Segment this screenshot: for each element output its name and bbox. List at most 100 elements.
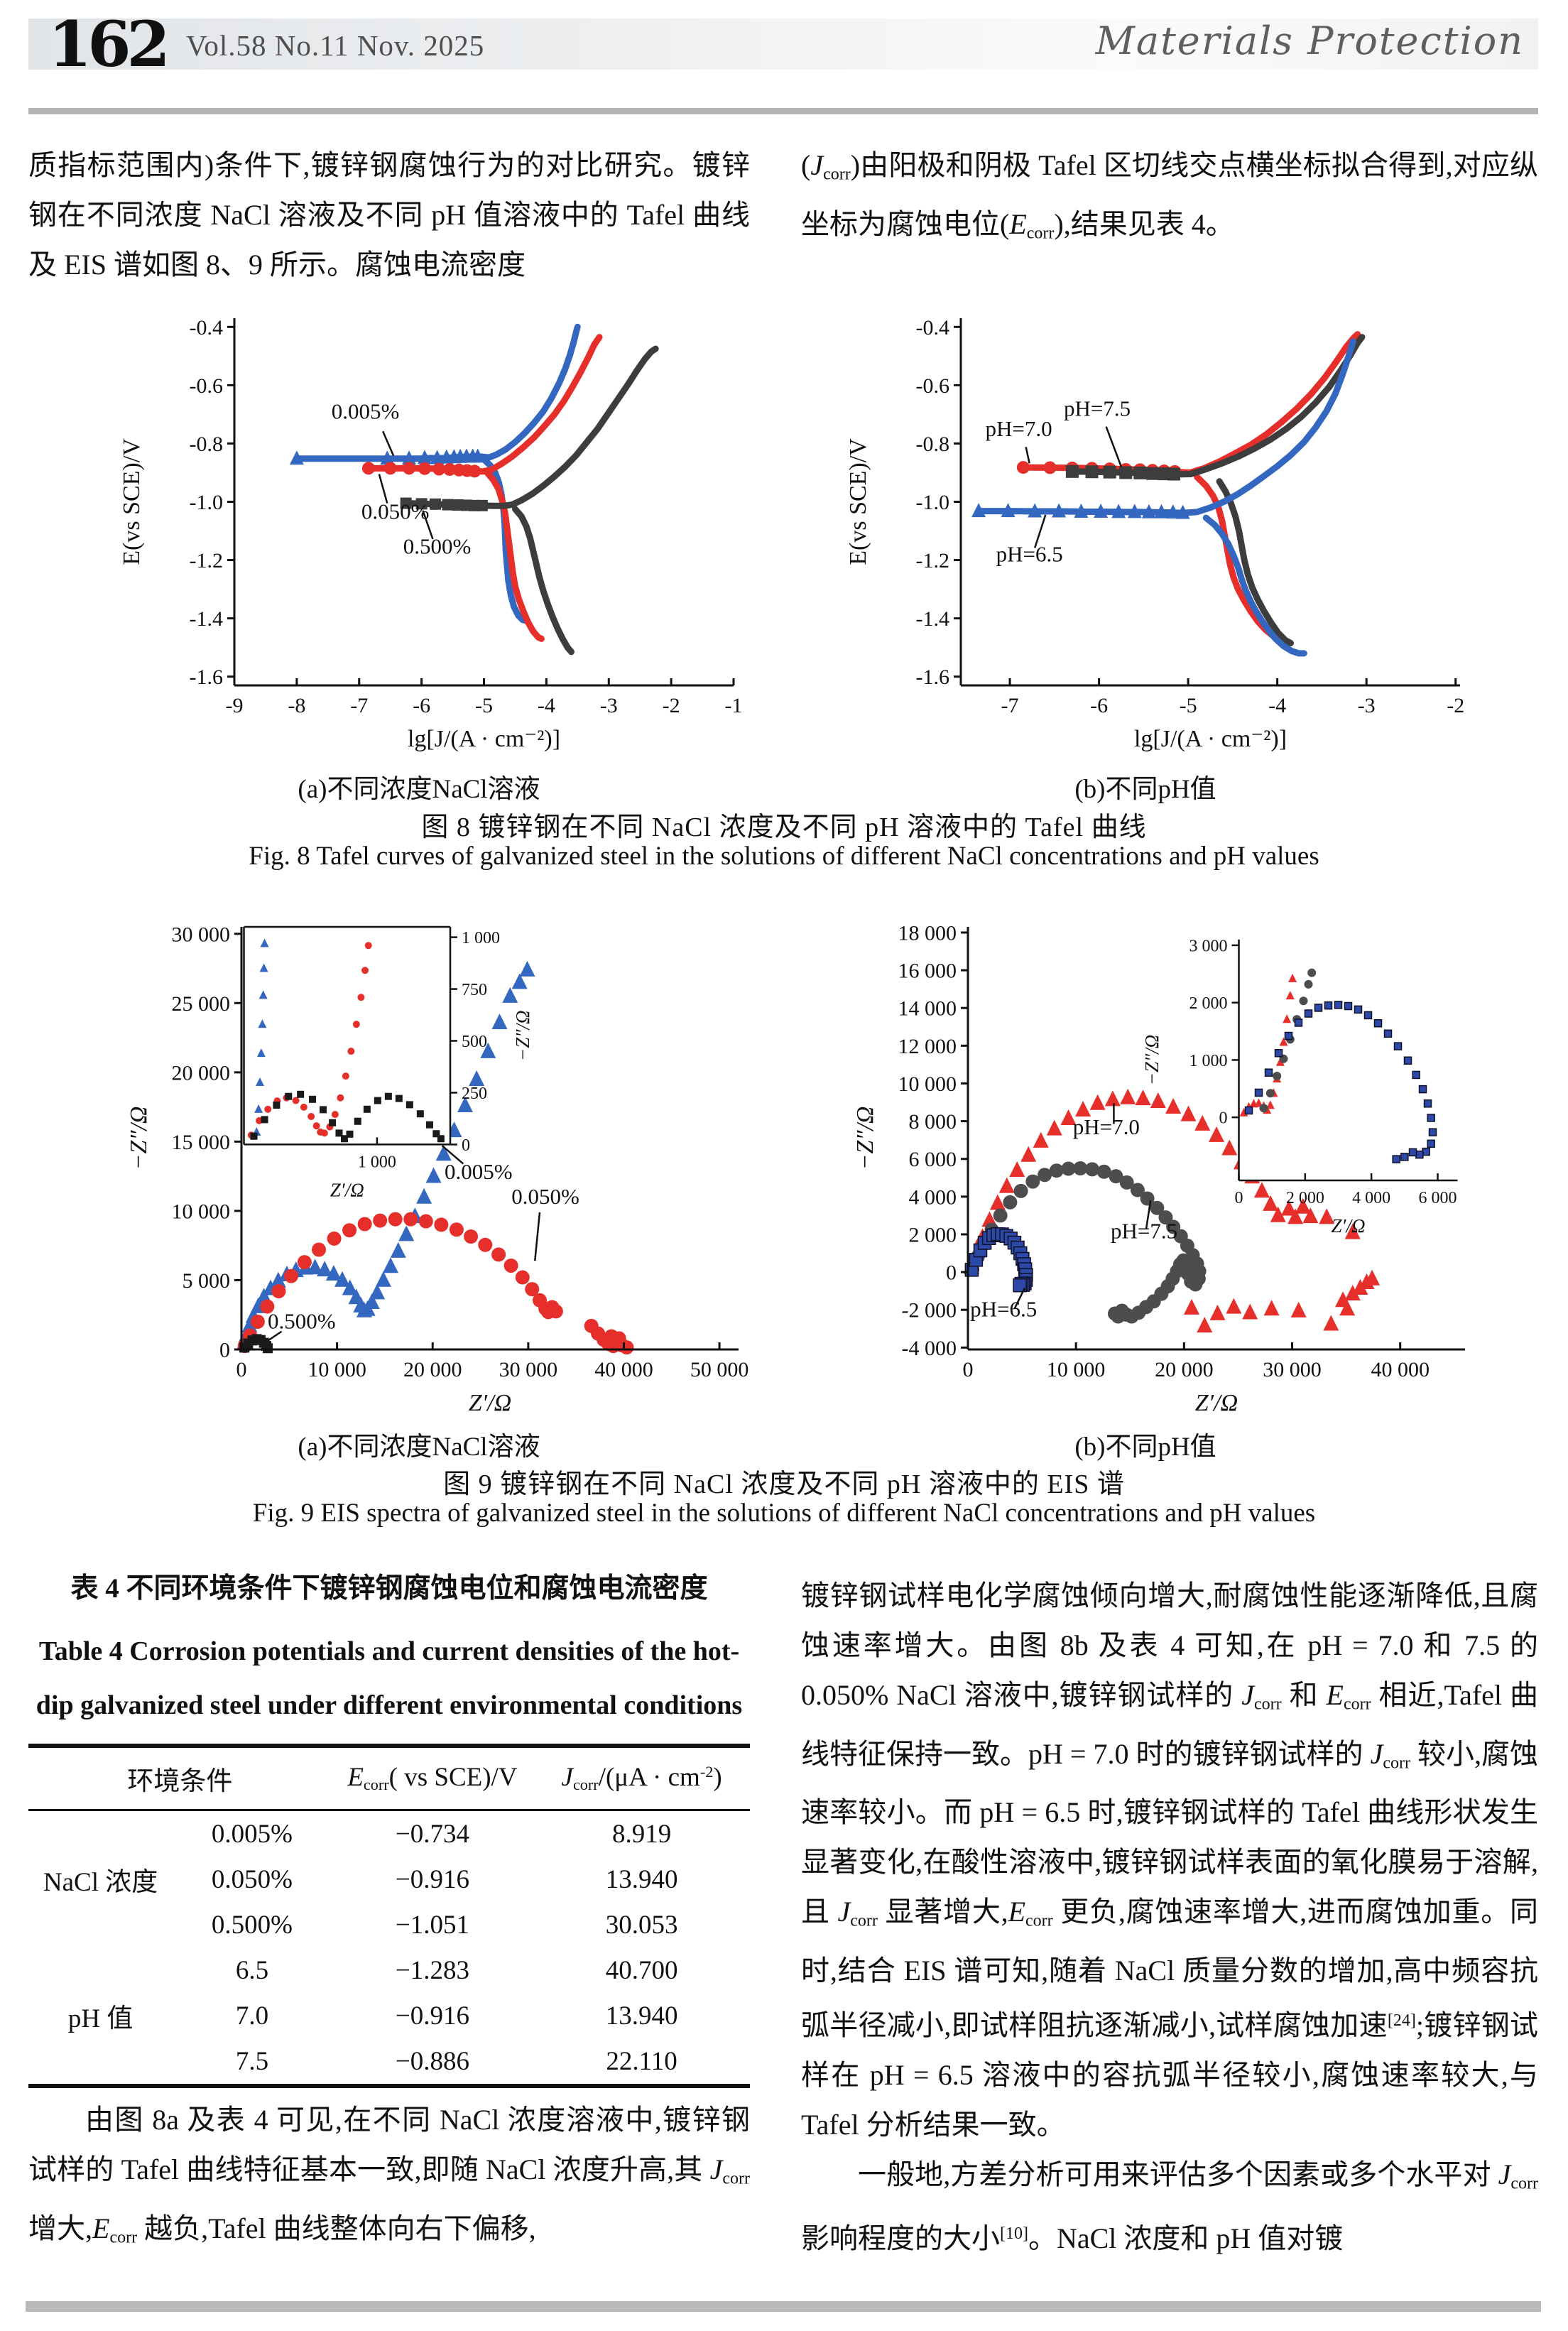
header-band xyxy=(28,18,1538,70)
svg-text:50 000: 50 000 xyxy=(690,1358,749,1381)
intro-right-paragraph: (Jcorr)由阳极和阴极 Tafel 区切线交点横坐标拟合得到,对应纵坐标为腐… xyxy=(801,149,1538,243)
intro-right-column: (Jcorr)由阳极和阴极 Tafel 区切线交点横坐标拟合得到,对应纵坐标为腐… xyxy=(801,141,1538,258)
svg-text:-4: -4 xyxy=(1268,694,1286,717)
svg-text:-7: -7 xyxy=(1001,694,1019,717)
svg-text:5 000: 5 000 xyxy=(183,1269,231,1293)
svg-text:-2: -2 xyxy=(663,694,680,717)
svg-text:pH=6.5: pH=6.5 xyxy=(996,542,1063,567)
svg-text:-0.8: -0.8 xyxy=(916,433,950,456)
svg-text:10 000: 10 000 xyxy=(172,1200,231,1223)
svg-text:-1.4: -1.4 xyxy=(916,607,950,631)
svg-text:2 000: 2 000 xyxy=(909,1223,957,1246)
cell-condition: 0.500% xyxy=(211,1910,293,1940)
cell-ecorr: −0.886 xyxy=(395,2046,469,2076)
svg-text:20 000: 20 000 xyxy=(172,1061,231,1085)
cell-condition: 7.5 xyxy=(235,2046,269,2076)
svg-text:-0.6: -0.6 xyxy=(190,374,224,398)
table4-col-ecorr: Ecorr( vs SCE)/V xyxy=(331,1746,534,1811)
svg-text:8 000: 8 000 xyxy=(909,1110,957,1134)
figure8b-tafel-chart-ph: -7 -6 -5 -4 -3 -2 -0.4 -0.6 -0.8 -1.0 -1.2 -1.4 -1.6… xyxy=(845,316,1464,752)
svg-text:40 000: 40 000 xyxy=(594,1358,653,1381)
cell-jcorr: 13.940 xyxy=(605,1864,678,1894)
table4-col-jcorr: Jcorr/(μA · cm-2) xyxy=(533,1746,750,1811)
svg-text:-8: -8 xyxy=(288,694,305,717)
table-row: 7.5 −0.886 22.110 xyxy=(28,2038,750,2086)
svg-text:-1.6: -1.6 xyxy=(190,665,224,689)
svg-text:0.050%: 0.050% xyxy=(361,499,430,523)
figure8-caption-cn: 图 8 镀锌钢在不同 NaCl 浓度及不同 pH 溶液中的 Tafel 曲线 xyxy=(421,813,1147,842)
svg-text:1 000: 1 000 xyxy=(1189,1052,1228,1070)
svg-text:30 000: 30 000 xyxy=(172,923,231,946)
cell-jcorr: 30.053 xyxy=(605,1910,678,1940)
svg-text:0.050%: 0.050% xyxy=(511,1184,579,1209)
footer-bar xyxy=(26,2301,1541,2312)
table4-title-en: Table 4 Corrosion potentials and current… xyxy=(28,1624,750,1732)
cell-condition: 6.5 xyxy=(235,1955,269,1985)
svg-text:-1: -1 xyxy=(725,694,743,717)
svg-text:lg[J/(A · cm⁻²)]: lg[J/(A · cm⁻²)] xyxy=(408,726,560,752)
cell-jcorr: 22.110 xyxy=(606,2046,677,2076)
table4-title-en-line2: dip galvanized steel under different env… xyxy=(36,1690,743,1720)
cell-ecorr: −0.916 xyxy=(395,1864,469,1894)
svg-text:-7: -7 xyxy=(350,694,368,717)
svg-text:20 000: 20 000 xyxy=(403,1358,462,1381)
table-row: 0.050% −0.916 13.940 xyxy=(28,1857,750,1902)
table4-block: 表 4 不同环境条件下镀锌钢腐蚀电位和腐蚀电流密度 Table 4 Corros… xyxy=(28,1566,750,2088)
journal-title: Materials Protection xyxy=(1095,18,1524,63)
figure8a-tafel-chart-nacl: -9 -8 -7 -6 -5 -4 -3 -2 -1 -0.4 -0.6 -0.8 -1.0 -1.2 -1… xyxy=(119,316,743,752)
svg-text:-0.4: -0.4 xyxy=(916,316,950,339)
cell-jcorr: 8.919 xyxy=(611,1819,672,1849)
svg-text:-2: -2 xyxy=(1447,694,1464,717)
table4-col-environment: 环境条件 xyxy=(28,1746,332,1811)
svg-text:0: 0 xyxy=(236,1358,247,1381)
svg-text:4 000: 4 000 xyxy=(909,1185,957,1209)
figure8-caption-en: Fig. 8 Tafel curves of galvanized steel … xyxy=(249,842,1319,871)
cell-condition: 0.050% xyxy=(211,1864,293,1894)
body-left-paragraph: 由图 8a 及表 4 可见,在不同 NaCl 浓度溶液中,镀锌钢试样的 Tafe… xyxy=(28,2104,750,2247)
svg-text:14 000: 14 000 xyxy=(898,997,957,1021)
svg-text:0: 0 xyxy=(1219,1109,1228,1128)
svg-text:-6: -6 xyxy=(1090,694,1108,717)
header-rule xyxy=(28,108,1538,114)
svg-text:−Z″/Ω: −Z″/Ω xyxy=(126,1106,152,1170)
svg-text:-6: -6 xyxy=(413,694,430,717)
svg-text:250: 250 xyxy=(462,1085,487,1103)
svg-text:0.005%: 0.005% xyxy=(445,1159,513,1184)
cell-ecorr: −1.283 xyxy=(395,1955,469,1985)
svg-text:6 000: 6 000 xyxy=(1419,1189,1457,1207)
svg-text:0.005%: 0.005% xyxy=(332,399,400,424)
svg-text:E(vs SCE)/V: E(vs SCE)/V xyxy=(119,438,145,565)
svg-text:-1.6: -1.6 xyxy=(916,665,950,689)
body-right-paragraph-2: 一般地,方差分析可用来评估多个因素或多个水平对 Jcorr 影响程度的大小[10… xyxy=(801,2158,1538,2255)
svg-text:30 000: 30 000 xyxy=(1263,1358,1322,1381)
table4: 环境条件 Ecorr( vs SCE)/V Jcorr/(μA · cm-2) … xyxy=(28,1744,750,2088)
figure9b-subcaption: (b)不同pH值 xyxy=(1074,1433,1216,1462)
svg-text:20 000: 20 000 xyxy=(1155,1358,1214,1381)
cell-jcorr: 13.940 xyxy=(605,2001,678,2031)
cell-condition: 7.0 xyxy=(235,2001,269,2031)
svg-text:1 000: 1 000 xyxy=(462,929,500,947)
cell-jcorr: 40.700 xyxy=(605,1955,678,1985)
figure9-caption-cn: 图 9 镀锌钢在不同 NaCl 浓度及不同 pH 溶液中的 EIS 谱 xyxy=(443,1469,1125,1499)
table4-title-cn: 表 4 不同环境条件下镀锌钢腐蚀电位和腐蚀电流密度 xyxy=(70,1573,708,1604)
figure9a-subcaption: (a)不同浓度NaCl溶液 xyxy=(298,1433,540,1462)
svg-text:0.500%: 0.500% xyxy=(268,1309,336,1334)
table4-title-en-line1: Table 4 Corrosion potentials and current… xyxy=(38,1636,740,1666)
table-row: NaCl 浓度 0.005% −0.734 8.919 xyxy=(28,1810,750,1898)
svg-text:lg[J/(A · cm⁻²)]: lg[J/(A · cm⁻²)] xyxy=(1134,726,1287,752)
svg-text:-0.4: -0.4 xyxy=(190,316,224,339)
cell-ecorr: −0.916 xyxy=(395,2001,469,2031)
svg-text:pH=7.0: pH=7.0 xyxy=(986,416,1052,441)
svg-text:-9: -9 xyxy=(226,694,244,717)
svg-text:-5: -5 xyxy=(475,694,493,717)
svg-text:-1.0: -1.0 xyxy=(916,491,950,514)
svg-text:4 000: 4 000 xyxy=(1352,1189,1390,1207)
svg-text:25 000: 25 000 xyxy=(172,992,231,1016)
figure8b-subcaption: (b)不同pH值 xyxy=(1074,775,1216,804)
svg-text:10 000: 10 000 xyxy=(1047,1358,1106,1381)
issue-info: Vol.58 No.11 Nov. 2025 xyxy=(186,29,485,62)
svg-text:10 000: 10 000 xyxy=(307,1358,366,1381)
svg-text:−Z″/Ω: −Z″/Ω xyxy=(852,1106,878,1170)
svg-text:10 000: 10 000 xyxy=(898,1072,957,1096)
